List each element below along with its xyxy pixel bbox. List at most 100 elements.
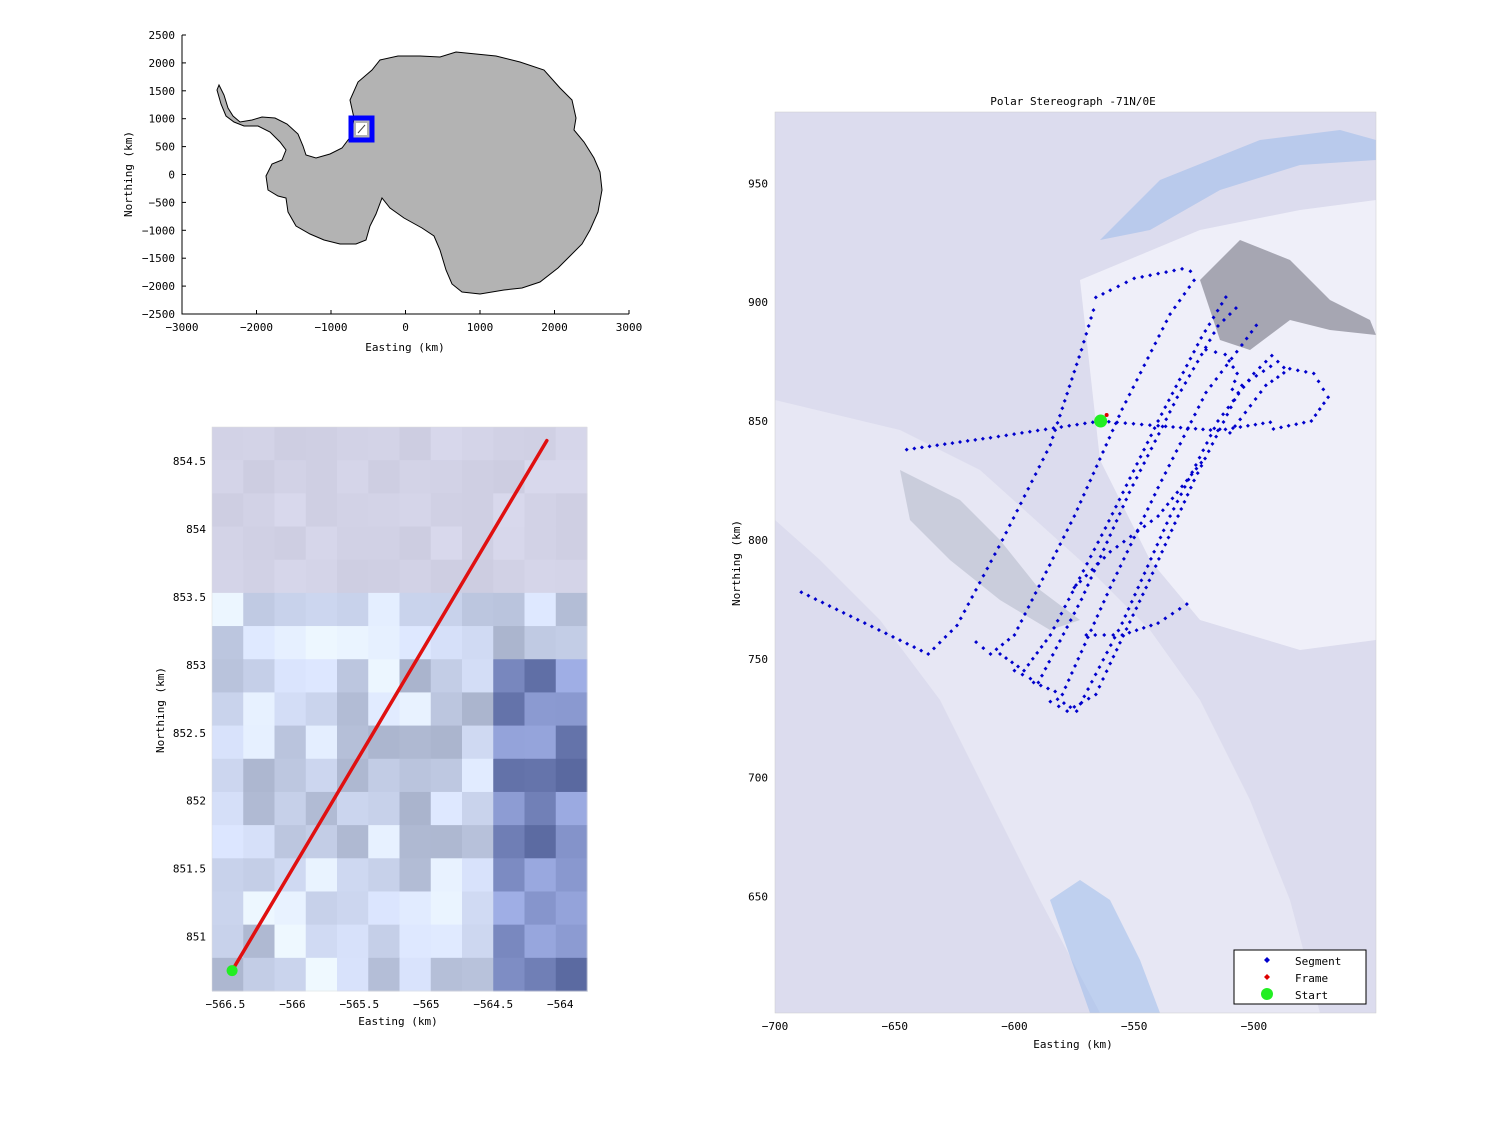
segment-point [1051, 426, 1056, 431]
segment-point [1120, 633, 1125, 638]
segment-point [1321, 401, 1326, 406]
zoom-tile [305, 891, 338, 926]
segment-point [1238, 424, 1243, 429]
zoom-tile [430, 758, 463, 793]
zoom-y-tick-label: 851 [186, 931, 206, 944]
segment-point [1203, 456, 1208, 461]
segment-point [1239, 342, 1244, 347]
segment-point [1131, 385, 1136, 390]
overview-x-tick-label: −2000 [240, 321, 273, 334]
main-y-tick-label: 950 [748, 177, 768, 190]
segment-point [1047, 659, 1052, 664]
segment-point [1281, 365, 1286, 370]
segment-point [848, 614, 853, 619]
zoom-tile [493, 758, 525, 793]
segment-point [1139, 578, 1144, 583]
segment-point [1145, 453, 1150, 458]
zoom-tile [493, 924, 525, 959]
zoom-tile [274, 592, 307, 627]
segment-point [1126, 606, 1131, 611]
segment-point [1093, 672, 1098, 677]
segment-point [988, 435, 993, 440]
zoom-tile [337, 924, 369, 959]
zoom-tile [462, 858, 494, 892]
segment-point [1142, 571, 1147, 576]
segment-point [1149, 433, 1154, 438]
main-y-tick-label: 850 [748, 415, 768, 428]
segment-point [1091, 308, 1096, 313]
segment-point [1044, 450, 1049, 455]
segment-point [1128, 476, 1133, 481]
segment-point [1033, 472, 1038, 477]
segment-point [1213, 350, 1218, 355]
segment-point [876, 627, 881, 632]
segment-point [1142, 363, 1147, 368]
segment-point [1027, 429, 1032, 434]
segment-point [1164, 270, 1169, 275]
segment-point [1015, 508, 1020, 513]
zoom-tile [555, 825, 588, 859]
zoom-tile [305, 825, 338, 859]
segment-point [927, 444, 932, 449]
segment-point [855, 617, 860, 622]
zoom-tile [493, 725, 525, 760]
segment-point [1068, 521, 1073, 526]
segment-point [1214, 434, 1219, 439]
segment-point [1244, 336, 1249, 341]
segment-point [1019, 430, 1024, 435]
zoom-tile [305, 626, 338, 660]
overview-y-tick-label: 1000 [149, 113, 176, 126]
zoom-tile [430, 460, 463, 494]
segment-point [1059, 611, 1064, 616]
segment-point [949, 629, 954, 634]
segment-point [1111, 526, 1116, 531]
segment-point [1175, 395, 1180, 400]
main-title: Polar Stereograph -71N/0E [990, 95, 1156, 108]
segment-point [1182, 484, 1187, 489]
segment-point [1101, 291, 1106, 296]
segment-point [1065, 528, 1070, 533]
segment-point [943, 634, 948, 639]
segment-point [1247, 378, 1252, 383]
segment-point [1192, 478, 1197, 483]
segment-point [1260, 421, 1265, 426]
segment-point [1090, 567, 1095, 572]
zoom-y-ticks: 854.5 854 853.5 853 852.5 852 851.5 851 [173, 455, 206, 944]
segment-point [1134, 475, 1139, 480]
legend-frame-label: Frame [1295, 972, 1328, 985]
main-y-tick-label: 750 [748, 653, 768, 666]
zoom-x-tick-label: −566.5 [206, 998, 246, 1011]
main-panel: −700 −650 −600 −550 −500 950 900 850 800 750 700 6… [730, 95, 1377, 1051]
zoom-tile [493, 427, 525, 461]
segment-point [1107, 435, 1112, 440]
segment-point [1145, 440, 1150, 445]
zoom-tile [399, 460, 432, 494]
segment-point [1060, 692, 1065, 697]
legend-frame-marker [1264, 974, 1270, 980]
segment-point [1057, 413, 1062, 418]
segment-point [1164, 319, 1169, 324]
segment-point [1211, 331, 1216, 336]
overview-xlabel: Easting (km) [365, 341, 444, 354]
zoom-y-tick-label: 854.5 [173, 455, 206, 468]
zoom-tile [399, 858, 432, 892]
segment-point [1105, 650, 1110, 655]
segment-point [1156, 271, 1161, 276]
segment-point [1184, 602, 1189, 607]
zoom-tile [305, 692, 338, 727]
segment-point [1079, 597, 1084, 602]
segment-point [1175, 490, 1180, 495]
overview-x-tick-label: 1000 [467, 321, 494, 334]
zoom-tile [462, 626, 494, 660]
segment-point [1275, 359, 1280, 364]
segment-point [1152, 549, 1157, 554]
segment-point [1067, 423, 1072, 428]
segment-point [1232, 379, 1237, 384]
segment-point [1117, 511, 1122, 516]
segment-point [1033, 591, 1038, 596]
zoom-tile [493, 957, 525, 992]
overview-x-tick-label: 3000 [616, 321, 643, 334]
segment-point [981, 646, 986, 651]
zoom-tile [305, 460, 338, 494]
segment-point [1103, 526, 1108, 531]
